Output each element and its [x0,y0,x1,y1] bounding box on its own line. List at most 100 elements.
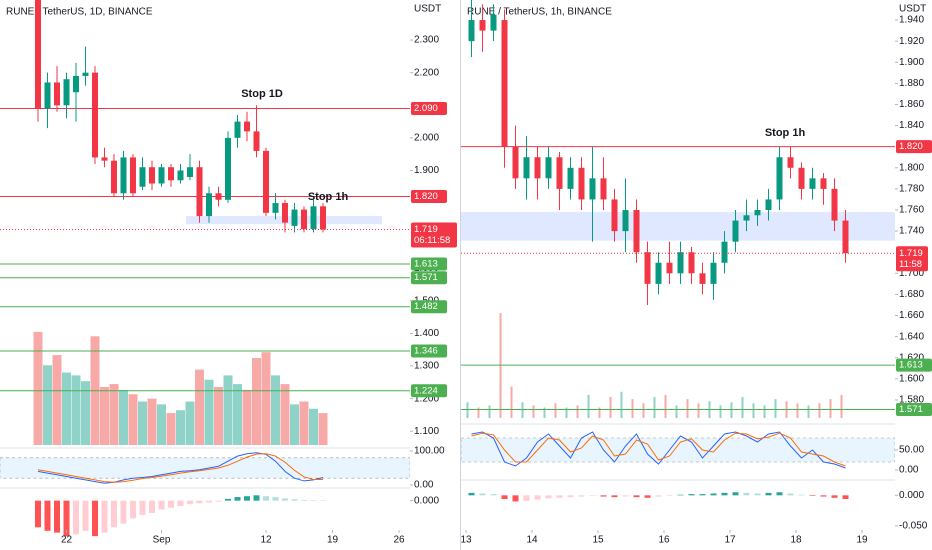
macd-tick-label: 0.000 [899,490,924,501]
macd-bar [820,495,827,497]
candle-body [263,150,269,213]
macd-bar [633,495,640,498]
y-tick-label: 1.600 [899,373,924,384]
candle-body [842,220,849,254]
volume-bar [543,407,546,418]
countdown: 06:11:58 [414,235,450,246]
macd-bar [611,495,618,498]
macd-bar [282,498,288,501]
stoch-tick-label: 100.00 [414,446,445,457]
y-tick-label: 2.000 [414,133,439,144]
y-tick-label: 1.900 [414,165,439,176]
volume-bar [642,403,645,418]
macd-bar [776,492,783,496]
price-label-box [411,344,447,358]
macd-bar [111,500,117,528]
macd-bar [468,492,475,496]
macd-bar [234,497,241,501]
macd-bar [92,500,98,537]
candle-body [177,170,184,181]
stoch-k [471,431,846,469]
y-tick-label: 1.740 [899,226,924,237]
y-tick-label: 1.660 [899,310,924,321]
x-tick-label: 13 [460,535,472,546]
y-tick-label: 1.920 [899,36,924,47]
price-label: 1.820 [899,141,923,152]
volume-bar [242,389,252,445]
candle-body [534,157,541,179]
y-tick-label: 1.780 [899,184,924,195]
y-tick-label: 1.940 [899,15,924,26]
volume-bar [587,394,590,418]
macd-bar [655,495,662,497]
volume-bar [565,407,568,418]
volume-bar [466,402,469,418]
macd-bar [272,497,279,501]
macd-tick-label: 0.000 [414,495,439,506]
macd-bar [196,500,203,504]
candle-body [556,157,563,189]
price-label: 1.346 [414,346,438,357]
macd-bar [732,492,739,496]
volume-bar [730,402,733,418]
candle-body [787,157,794,168]
price-label: 1.482 [414,301,438,312]
candle-body [545,157,552,179]
volume-bar [741,397,744,418]
macd-bar [139,500,146,515]
candle-body [253,131,260,151]
volume-bar [299,401,309,445]
volume-bar [100,387,109,445]
volume-bar [214,387,223,445]
candle-body [688,252,695,274]
macd-bar [842,495,849,499]
macd-bar [798,494,805,496]
x-tick-label: 19 [327,535,339,546]
candle-body [776,157,783,200]
price-label: 1.820 [414,191,438,202]
candle-body [798,167,805,189]
stoch-d [37,453,323,483]
candle-body [831,188,838,221]
macd-bar [754,493,761,496]
y-tick-label: 2.300 [414,35,439,46]
volume-bar [204,379,214,445]
candle-body [578,167,585,200]
macd-bar [35,500,41,528]
candle-body [196,167,203,217]
candle-body [215,193,222,200]
volume-bar [763,405,766,418]
price-label-box [411,271,447,285]
price-label-box [411,384,447,398]
stoch-tick-label: 50.00 [899,445,924,456]
price-label: 1.571 [899,404,923,415]
zone [461,212,895,241]
volume-bar [554,403,557,418]
macd-bar [743,492,750,496]
y-tick-label: 1.860 [899,99,924,110]
countdown: 11:58 [899,259,922,270]
volume-bar [653,397,656,418]
volume-bar [71,375,81,445]
candle-body [234,121,241,138]
stoch-d [471,432,846,467]
macd-bar [158,500,165,510]
x-tick-label: Sep [153,535,171,546]
volume-bar [271,375,280,445]
candle-body [63,79,70,106]
candle-body [600,178,607,200]
macd-bar [699,494,706,496]
y-tick-label: 1.680 [899,289,924,300]
candle-body [589,178,596,200]
candle-body [699,273,706,284]
chart-title: RUNE / TetherUS, 1h, BINANCE [467,7,612,18]
x-tick-label: 22 [61,535,73,546]
stoch-band [461,437,895,463]
volume-bar [631,399,634,418]
y-tick-label: 1.900 [899,57,924,68]
macd-bar [644,495,651,498]
volume-bar [774,399,777,418]
volume-bar [176,410,185,445]
macd-bar [253,495,260,501]
macd-bar [54,500,60,533]
